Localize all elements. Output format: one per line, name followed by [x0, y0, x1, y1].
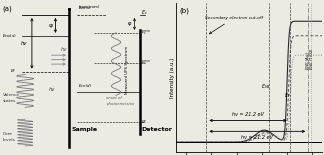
- Text: levels: levels: [3, 138, 16, 142]
- Text: photoemission: photoemission: [106, 102, 134, 106]
- Text: hv: hv: [61, 47, 67, 52]
- Text: hv: hv: [21, 41, 28, 46]
- Text: $E_F$: $E_F$: [141, 118, 147, 126]
- Text: (a): (a): [3, 5, 12, 12]
- Text: φ: φ: [49, 23, 53, 28]
- Text: (b): (b): [179, 8, 189, 14]
- Text: Detector: Detector: [141, 127, 172, 132]
- Text: $E_{vac}(d)$: $E_{vac}(d)$: [78, 83, 93, 90]
- Text: Core: Core: [3, 132, 13, 136]
- Text: $E_F$: $E_F$: [10, 68, 17, 75]
- Text: hv: hv: [49, 87, 55, 92]
- Text: $E_F$: $E_F$: [284, 91, 291, 100]
- Text: (spectrum): (spectrum): [78, 5, 100, 9]
- Text: hv = 21.2 eV: hv = 21.2 eV: [241, 135, 273, 140]
- Text: onset of: onset of: [106, 96, 122, 100]
- Text: $E_c^{min}$: $E_c^{min}$: [141, 28, 151, 38]
- Text: Valence: Valence: [3, 93, 20, 97]
- Text: $E_{VB}$: $E_{VB}$: [261, 82, 271, 91]
- Text: $E_{vac}(s)$: $E_{vac}(s)$: [78, 4, 92, 12]
- Text: φ: φ: [128, 21, 131, 27]
- Text: $E_{VAC}$ (TiO2): $E_{VAC}$ (TiO2): [308, 47, 316, 70]
- Text: Sample: Sample: [71, 127, 98, 132]
- Text: states: states: [3, 99, 16, 103]
- Text: hv = 21.2 eV: hv = 21.2 eV: [232, 112, 264, 117]
- Text: Secondary electron cut-off: Secondary electron cut-off: [205, 16, 263, 34]
- Text: $E_c$: $E_c$: [141, 8, 148, 17]
- Text: $E_c^{min}$: $E_c^{min}$: [141, 58, 151, 68]
- Text: $E_{VAC}$ (Au): $E_{VAC}$ (Au): [304, 51, 312, 70]
- Text: $E_{vac}(s)$: $E_{vac}(s)$: [2, 32, 17, 40]
- Y-axis label: Intensity (a.u.): Intensity (a.u.): [170, 57, 175, 98]
- Text: Measured UPS Spectrum: Measured UPS Spectrum: [125, 46, 129, 94]
